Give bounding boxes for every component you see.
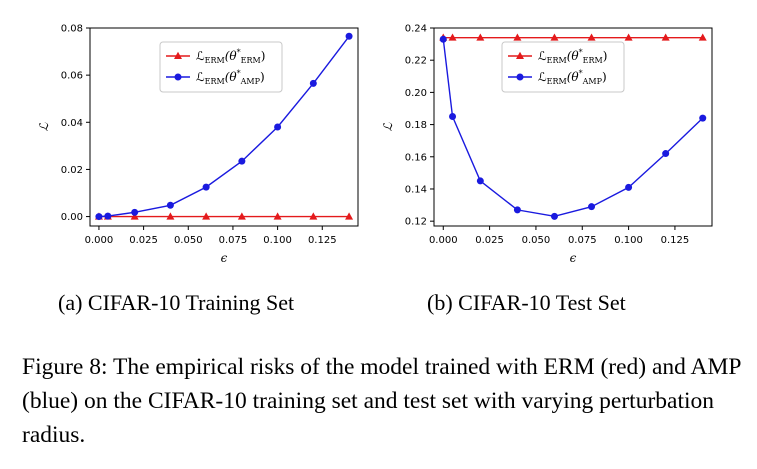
data-point bbox=[166, 212, 175, 220]
y-axis-label: ℒ bbox=[381, 122, 395, 131]
legend-marker bbox=[516, 51, 524, 59]
legend-label: ℒERM(θ*ERM) bbox=[538, 48, 607, 65]
x-tick-label: 0.100 bbox=[263, 235, 292, 246]
y-tick-label: 0.12 bbox=[405, 217, 427, 228]
data-point bbox=[130, 212, 139, 220]
x-axis-label: ϵ bbox=[570, 251, 577, 265]
plot-frame bbox=[89, 27, 359, 227]
y-tick-label: 0.16 bbox=[405, 152, 427, 163]
subcaption-training-set: (a) CIFAR-10 Training Set bbox=[58, 290, 295, 315]
data-point bbox=[661, 33, 670, 41]
data-point bbox=[345, 32, 353, 40]
legend-label: ℒERM(θ*AMP) bbox=[538, 69, 607, 86]
legend-box bbox=[159, 41, 283, 93]
data-point bbox=[95, 213, 103, 221]
data-point bbox=[439, 35, 447, 43]
data-point bbox=[550, 212, 558, 220]
legend-marker bbox=[174, 51, 182, 59]
y-tick-label: 0.06 bbox=[61, 71, 83, 82]
x-tick-label: 0.050 bbox=[174, 235, 203, 246]
data-point bbox=[550, 33, 559, 41]
subcaption-test-set: (b) CIFAR-10 Test Set bbox=[427, 290, 626, 315]
y-tick-label: 0.14 bbox=[405, 184, 427, 195]
x-tick-label: 0.075 bbox=[568, 235, 597, 246]
plot-frame bbox=[433, 27, 713, 227]
y-tick-label: 0.24 bbox=[405, 24, 427, 35]
data-point bbox=[513, 33, 522, 41]
data-point bbox=[104, 212, 112, 220]
data-point bbox=[449, 113, 457, 121]
y-tick-label: 0.00 bbox=[61, 212, 83, 223]
data-point bbox=[624, 33, 633, 41]
y-tick-label: 0.18 bbox=[405, 120, 427, 131]
data-point bbox=[587, 33, 596, 41]
data-point bbox=[345, 212, 354, 220]
data-point bbox=[237, 212, 246, 220]
data-point bbox=[699, 114, 707, 122]
x-tick-label: 0.050 bbox=[522, 235, 551, 246]
data-point bbox=[476, 33, 485, 41]
legend-marker bbox=[174, 73, 182, 81]
data-point bbox=[202, 183, 210, 191]
y-tick-label: 0.04 bbox=[61, 118, 83, 129]
data-point bbox=[513, 206, 521, 214]
legend: ℒERM(θ*ERM) ℒERM(θ*AMP) bbox=[159, 41, 283, 93]
data-point bbox=[698, 33, 707, 41]
legend: ℒERM(θ*ERM) ℒERM(θ*AMP) bbox=[501, 41, 625, 93]
x-axis-label: ϵ bbox=[221, 251, 228, 265]
data-point bbox=[202, 212, 211, 220]
x-tick-label: 0.000 bbox=[429, 235, 458, 246]
data-point bbox=[662, 150, 670, 158]
data-point bbox=[131, 208, 139, 216]
x-tick-label: 0.100 bbox=[614, 235, 643, 246]
chart-training-set: 0.000 0.025 0.050 0.075 0.100 0.125 0.00 0.02 0.… bbox=[37, 24, 359, 265]
legend-label: ℒERM(θ*AMP) bbox=[196, 69, 265, 86]
data-point bbox=[625, 183, 633, 191]
x-tick-label: 0.025 bbox=[475, 235, 504, 246]
data-point bbox=[309, 212, 318, 220]
y-tick-label: 0.22 bbox=[405, 56, 427, 67]
y-tick-label: 0.08 bbox=[61, 24, 83, 35]
x-tick-label: 0.025 bbox=[129, 235, 158, 246]
y-axis-label: ℒ bbox=[37, 122, 51, 131]
y-tick-label: 0.02 bbox=[61, 165, 83, 176]
y-tick-label: 0.20 bbox=[405, 88, 427, 99]
chart-test-set: 0.000 0.025 0.050 0.075 0.100 0.125 0.12 0.14 0.… bbox=[381, 24, 713, 265]
data-point bbox=[588, 203, 596, 211]
x-tick-label: 0.000 bbox=[85, 235, 114, 246]
data-point bbox=[309, 79, 317, 87]
x-tick-label: 0.075 bbox=[219, 235, 248, 246]
x-tick-label: 0.125 bbox=[308, 235, 337, 246]
data-point bbox=[273, 212, 282, 220]
data-point bbox=[166, 201, 174, 209]
figure-caption: Figure 8: The empirical risks of the mod… bbox=[22, 354, 741, 448]
legend-box bbox=[501, 41, 625, 93]
data-point bbox=[238, 157, 246, 165]
data-point bbox=[476, 177, 484, 185]
data-point bbox=[274, 123, 282, 131]
data-point bbox=[448, 33, 457, 41]
x-tick-label: 0.125 bbox=[661, 235, 690, 246]
legend-label: ℒERM(θ*ERM) bbox=[196, 48, 265, 65]
legend-marker bbox=[516, 73, 524, 81]
